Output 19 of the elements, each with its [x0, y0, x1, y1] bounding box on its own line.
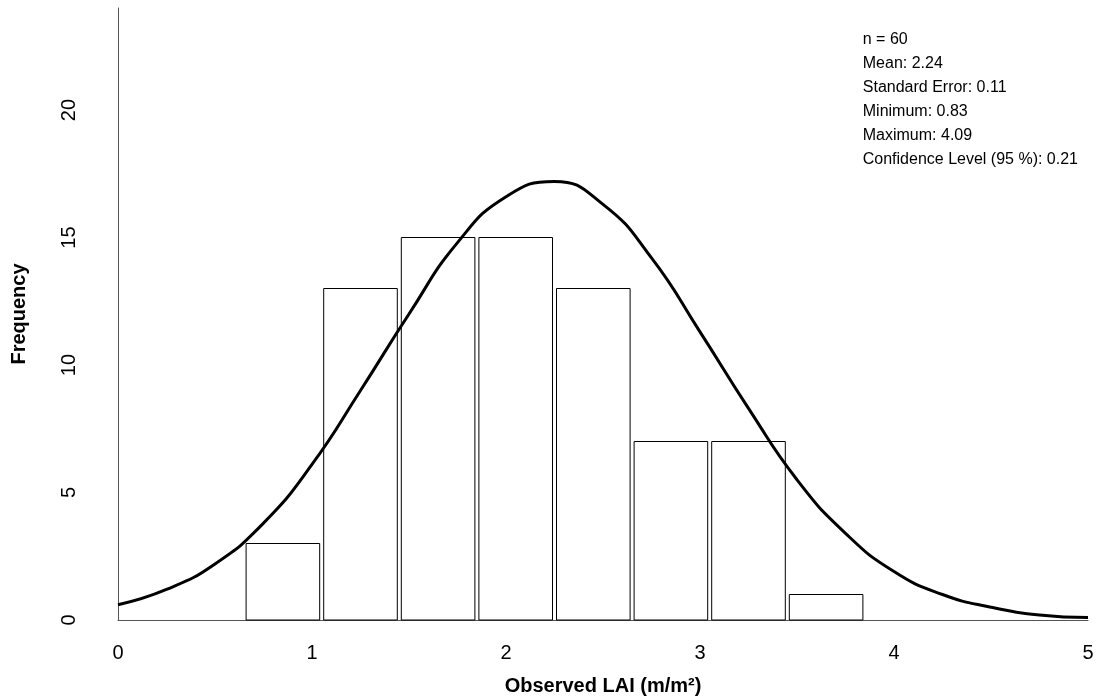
annotation: Confidence Level (95 %): 0.21 [862, 149, 1079, 167]
y-tick-label: 5 [57, 486, 79, 499]
annotation: n = 60 [862, 29, 908, 47]
x-tick-label: 2 [500, 641, 512, 663]
y-tick-label: 20 [57, 98, 79, 122]
annotation: Maximum: 4.09 [862, 125, 973, 143]
y-axis-title: Frequency [7, 262, 29, 365]
y-tick-label: 15 [57, 226, 79, 249]
x-axis-title: Observed LAI (m/m²) [504, 674, 702, 696]
x-tick-label: 1 [306, 641, 318, 663]
y-tick-label: 10 [57, 353, 79, 377]
annotation: Standard Error: 0.11 [862, 77, 1007, 95]
annotation: Minimum: 0.83 [862, 101, 968, 119]
x-tick-label: 5 [1082, 641, 1094, 663]
annotation: Mean: 2.24 [862, 53, 943, 71]
y-tick-label: 0 [57, 614, 79, 626]
x-tick-label: 0 [112, 641, 124, 663]
x-tick-label: 4 [888, 641, 900, 663]
x-tick-label: 3 [694, 641, 706, 663]
